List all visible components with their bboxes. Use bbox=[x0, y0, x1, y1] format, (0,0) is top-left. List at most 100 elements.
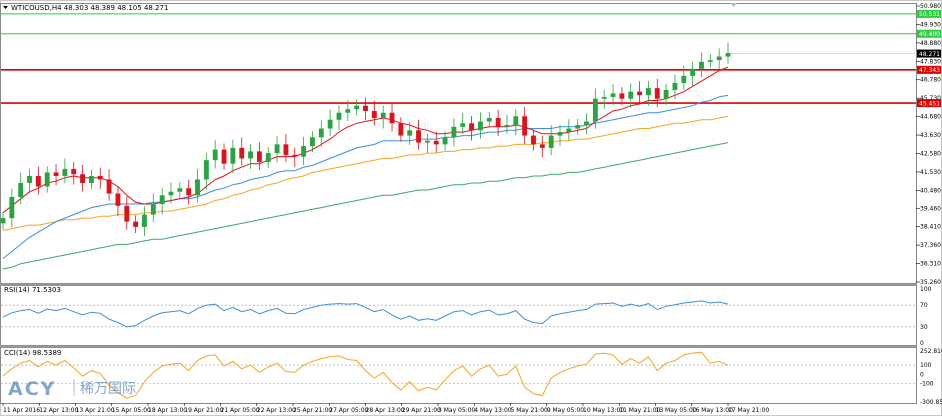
price-axis-label: 42.580 bbox=[920, 150, 941, 157]
cci-axis-label: -300.859 bbox=[920, 399, 942, 406]
ema-slow-line bbox=[2, 115, 729, 231]
time-axis-label: 19 Apr 21:00 bbox=[184, 407, 223, 414]
cci-axis-label: 0 bbox=[920, 371, 924, 378]
candle-bear bbox=[186, 188, 192, 196]
rsi-axis-label: 30 bbox=[920, 324, 928, 331]
candle-bull bbox=[513, 116, 519, 126]
time-axis-label: 29 Apr 21:00 bbox=[402, 407, 441, 414]
candle-bull bbox=[478, 121, 483, 131]
candle-bull bbox=[699, 61, 704, 69]
time-axis-label: 15 Apr 05:00 bbox=[112, 407, 151, 414]
current-price-label: 48.271 bbox=[919, 51, 940, 58]
price-axis-label: 49.930 bbox=[920, 21, 941, 28]
candle-bear bbox=[239, 147, 245, 159]
candle-bull bbox=[663, 89, 669, 99]
dropdown-triangle-icon[interactable] bbox=[3, 6, 8, 9]
candle-bear bbox=[416, 130, 421, 143]
candle-bear bbox=[389, 112, 395, 124]
acy-logo-icon: ACY bbox=[8, 378, 56, 400]
price-axis-label: 40.480 bbox=[920, 187, 941, 194]
candle-bull bbox=[27, 175, 32, 183]
price-axis-label: 45.730 bbox=[920, 95, 941, 102]
time-axis-label: 5 May 21:00 bbox=[511, 407, 549, 414]
candle-bear bbox=[133, 221, 139, 227]
candle-bear bbox=[522, 116, 528, 136]
cci-pane-frame bbox=[0, 347, 917, 404]
candle-bull bbox=[707, 60, 713, 62]
candle-bear bbox=[539, 144, 545, 148]
rsi-axis-label: 70 bbox=[920, 302, 928, 309]
candle-bull bbox=[557, 132, 563, 136]
candle-bear bbox=[637, 91, 643, 96]
time-axis-label: 13 May 05:00 bbox=[656, 407, 697, 414]
candle-bull bbox=[310, 137, 315, 147]
candle-bull bbox=[248, 151, 253, 159]
time-axis-label: 25 Apr 21:00 bbox=[293, 407, 332, 414]
price-axis-label: 41.530 bbox=[920, 169, 941, 176]
candle-bull bbox=[345, 109, 351, 113]
moving-averages bbox=[2, 66, 729, 270]
horizontal-levels[interactable] bbox=[1, 13, 916, 104]
chart-title: WTICOUSD,H4 48.303 48.389 48.105 48.271 bbox=[11, 4, 168, 12]
candle-bear bbox=[495, 118, 501, 127]
cci-axis-label: 100 bbox=[920, 362, 932, 369]
chart-header: WTICOUSD,H4 48.303 48.389 48.105 48.271 bbox=[3, 4, 168, 12]
time-axis-label: 16 May 13:00 bbox=[692, 407, 733, 414]
candle-bear bbox=[469, 123, 475, 131]
candle-bull bbox=[486, 118, 492, 122]
candle-bull bbox=[195, 179, 200, 196]
candle-bear bbox=[283, 144, 289, 155]
candle-bear bbox=[97, 175, 103, 180]
price-axis-label: 37.360 bbox=[920, 242, 941, 249]
rsi-line bbox=[2, 300, 729, 328]
candle-bull bbox=[274, 144, 280, 154]
candle-bear bbox=[292, 154, 298, 157]
cci-line bbox=[2, 351, 729, 399]
candle-bull bbox=[610, 93, 616, 97]
price-axis-label: 39.460 bbox=[920, 205, 941, 212]
candle-bull bbox=[0, 218, 6, 224]
level-labels: 50.531 49.400 47.343 45.451 48.271 bbox=[917, 9, 941, 107]
current-price-bg bbox=[917, 49, 941, 58]
candle-bull bbox=[150, 204, 156, 215]
price-axis-label: 47.830 bbox=[920, 58, 941, 65]
rsi-axis-label: 0 bbox=[920, 340, 924, 347]
candle-bear bbox=[115, 193, 121, 206]
price-axis-label: 46.780 bbox=[920, 77, 941, 84]
time-axis-label: 4 May 13:00 bbox=[474, 407, 512, 414]
candle-bull bbox=[88, 175, 94, 183]
candle-bull bbox=[44, 172, 50, 187]
rsi-pane-frame bbox=[0, 285, 917, 346]
candle-bear bbox=[654, 88, 660, 99]
candle-bull bbox=[62, 168, 68, 176]
ema-long-line bbox=[2, 142, 729, 270]
candle-bear bbox=[53, 172, 59, 176]
candle-bull bbox=[628, 91, 634, 99]
candle-bull bbox=[575, 125, 581, 129]
candle-bull bbox=[265, 153, 271, 162]
price-pane-frame bbox=[0, 3, 917, 284]
watermark-brand: ACY bbox=[8, 378, 56, 400]
price-axis-label: 50.980 bbox=[920, 3, 941, 10]
time-axis-label: 13 Apr 21:00 bbox=[76, 407, 115, 414]
candle-bear bbox=[256, 151, 262, 162]
candlesticks bbox=[0, 42, 731, 237]
candle-bull bbox=[716, 56, 722, 61]
price-axis-label: 38.410 bbox=[920, 224, 941, 231]
time-axis-label: 10 May 13:00 bbox=[583, 407, 624, 414]
rsi-axis-label: 100 bbox=[920, 286, 932, 293]
candle-bull bbox=[725, 53, 731, 57]
cci-label: CCI(14) 98.5389 bbox=[4, 349, 61, 357]
candle-bull bbox=[159, 195, 165, 205]
price-axis-label: 44.680 bbox=[920, 114, 941, 121]
time-axis-label: 22 Apr 13:00 bbox=[257, 407, 296, 414]
candle-bull bbox=[566, 128, 572, 133]
candle-bull bbox=[327, 119, 333, 129]
cci-axis-label: -100 bbox=[920, 380, 934, 387]
time-axis-label: 12 Apr 13:00 bbox=[39, 407, 78, 414]
chart-shift-marker-icon[interactable] bbox=[730, 3, 737, 7]
candle-bear bbox=[363, 105, 368, 111]
